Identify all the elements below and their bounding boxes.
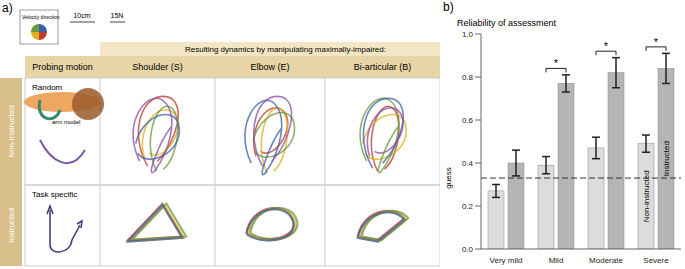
svg-text:Instructed: Instructed — [7, 208, 16, 243]
svg-text:*: * — [554, 57, 559, 69]
svg-text:1.0: 1.0 — [462, 30, 474, 39]
svg-text:Moderate: Moderate — [589, 256, 623, 265]
svg-text:0.8: 0.8 — [462, 73, 474, 82]
svg-text:Non-Instructed: Non-Instructed — [7, 105, 16, 157]
svg-text:0.2: 0.2 — [462, 202, 474, 211]
svg-text:15N: 15N — [111, 12, 124, 19]
svg-text:Shoulder (S): Shoulder (S) — [132, 62, 183, 72]
svg-text:*: * — [654, 36, 659, 48]
svg-text:Task specific: Task specific — [32, 190, 77, 199]
svg-text:0.0: 0.0 — [462, 245, 474, 254]
svg-text:*: * — [604, 40, 609, 52]
html-text:b): b) — [443, 0, 454, 14]
svg-text:Bi-articular (B): Bi-articular (B) — [354, 62, 412, 72]
svg-text:guess: guess — [444, 167, 453, 188]
svg-text:Non-instructed: Non-instructed — [642, 170, 651, 223]
svg-text:Elbow (E): Elbow (E) — [250, 62, 289, 72]
svg-text:arm model: arm model — [52, 119, 80, 125]
html-text:Reliability of assessment: Reliability of assessment — [457, 18, 556, 28]
svg-text:Severe: Severe — [643, 256, 669, 265]
svg-text:10cm: 10cm — [73, 12, 90, 19]
svg-text:Instructed: Instructed — [662, 141, 671, 176]
svg-text:0.4: 0.4 — [462, 159, 474, 168]
svg-text:Random: Random — [32, 83, 63, 92]
svg-text:Mild: Mild — [549, 256, 564, 265]
svg-text:Velocity direction: Velocity direction — [22, 14, 60, 20]
svg-text:a): a) — [2, 1, 13, 15]
svg-text:Resulting dynamics by manipula: Resulting dynamics by manipulating maxim… — [185, 45, 386, 54]
svg-text:0.6: 0.6 — [462, 116, 474, 125]
svg-text:Probing motion: Probing motion — [32, 62, 93, 72]
svg-text:Very mild: Very mild — [490, 256, 523, 265]
